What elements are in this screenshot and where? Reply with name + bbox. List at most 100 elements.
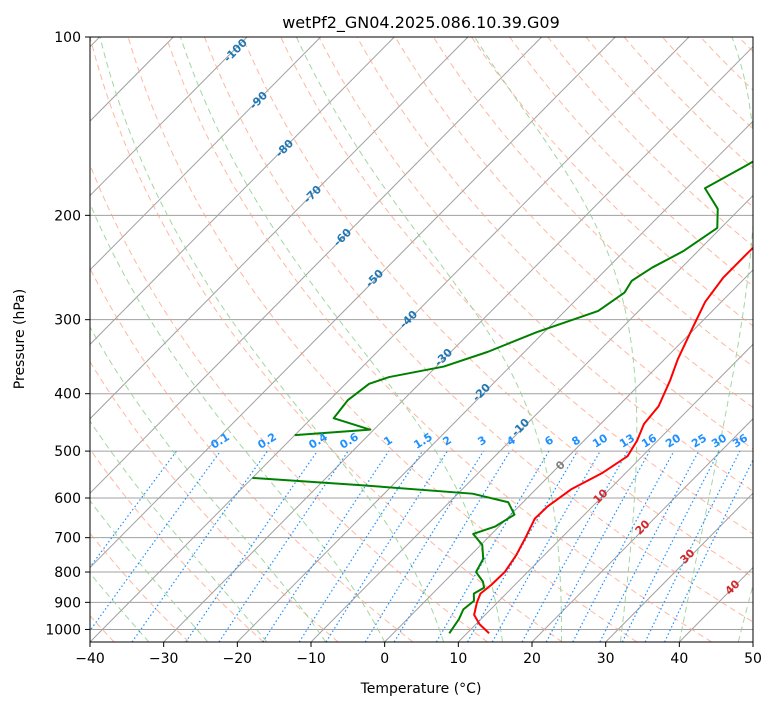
mixing-ratio-label: 10 [590, 431, 610, 450]
mixing-ratio-line [491, 450, 601, 642]
moist-adiabat-line [90, 326, 327, 642]
mixing-ratio-line [621, 450, 720, 642]
y-tick-label: 1000 [45, 622, 81, 638]
dry-adiabat-line [127, 37, 638, 642]
dry-adiabat-label: 10 [591, 486, 611, 506]
dewpoint-profile [252, 476, 516, 634]
dry-adiabat-line [165, 37, 712, 642]
mixing-ratio-label: 0.1 [208, 430, 231, 451]
isotherm-line [236, 120, 753, 642]
dewpoint-profile [294, 160, 753, 437]
mixing-ratio-line [131, 450, 268, 642]
dry-adiabat-line [394, 37, 753, 409]
isotherm-line [90, 37, 248, 197]
dry-adiabat-line [547, 37, 753, 247]
grid-lines [90, 37, 753, 642]
mixing-ratio-label: 0.2 [255, 430, 278, 451]
mixing-ratio-label: 3 [475, 433, 488, 448]
dry-adiabat-line [90, 267, 414, 642]
dry-adiabat-label: 20 [633, 517, 653, 537]
isotherm-line [310, 194, 753, 642]
dry-adiabat-line [509, 37, 753, 287]
moist-adiabat-line [90, 499, 209, 642]
x-tick-label: −40 [75, 651, 105, 667]
mixing-ratio-label: 2 [440, 433, 453, 448]
x-tick-label: −10 [296, 651, 326, 667]
moist-adiabat-line [295, 37, 562, 642]
moist-adiabat-line [90, 420, 268, 642]
series-layer [252, 160, 753, 635]
dry-adiabat-line [90, 448, 264, 642]
curve-labels: 0.1 0.2 0.4 0.6 1 1.5 2 3 4 6 8 10 13 16 20 25 30 36-100-… [208, 36, 750, 598]
isotherm-label: -90 [247, 89, 270, 112]
isotherm-label: -10 [509, 416, 532, 439]
dry-adiabat-line [432, 37, 753, 368]
x-axis-title: Temperature (°C) [360, 681, 482, 697]
mixing-ratio-label: 1.5 [411, 430, 434, 451]
isotherm-line [384, 269, 753, 642]
x-tick-label: 30 [597, 651, 615, 667]
y-tick-label: 200 [54, 208, 81, 224]
moist-adiabat-line [179, 37, 504, 642]
isotherm-line [163, 46, 753, 642]
x-tick-label: 50 [744, 651, 762, 667]
isotherm-label: -20 [470, 381, 493, 404]
y-tick-label: 400 [54, 387, 81, 403]
mixing-ratio-line [664, 458, 753, 642]
x-tick-label: −30 [149, 651, 179, 667]
isotherm-line [90, 37, 321, 271]
dry-adiabat-line [90, 360, 339, 642]
dry-adiabat-line [356, 37, 753, 450]
y-tick-label: 300 [54, 313, 81, 329]
y-axis: 100 200 300 400 500 600 700 800 900 1000 [45, 30, 90, 638]
isotherm-line [90, 37, 616, 569]
isotherm-line [531, 418, 753, 642]
moist-adiabat-line [678, 37, 753, 642]
mixing-ratio-line [325, 450, 448, 642]
mixing-ratio-label: 1 [381, 433, 394, 448]
moist-adiabat-label: 0 [553, 458, 568, 473]
mixing-ratio-line [545, 450, 651, 642]
plot-frame [89, 36, 754, 643]
isotherm-line [90, 37, 542, 494]
moist-adiabat-line [99, 37, 445, 642]
mixing-ratio-line [90, 450, 178, 569]
mixing-ratio-line [599, 450, 700, 642]
y-tick-label: 600 [54, 491, 81, 507]
dry-adiabat-line [738, 37, 753, 53]
mixing-ratio-line [262, 450, 390, 642]
dry-adiabat-line [471, 37, 753, 327]
y-tick-label: 500 [54, 444, 81, 460]
x-tick-label: 20 [523, 651, 541, 667]
mixing-ratio-label: 16 [639, 431, 659, 450]
dry-adiabat-line [90, 163, 488, 642]
dry-adiabat-line [280, 37, 753, 535]
mixing-ratio-label: 8 [569, 433, 582, 448]
x-axis: −40 −30 −20 −10 0 10 20 30 40 50 [75, 642, 762, 667]
mixing-ratio-label: 36 [730, 431, 750, 450]
mixing-ratio-label: 6 [542, 433, 556, 448]
isotherm-line [90, 37, 395, 346]
isotherm-line [90, 37, 469, 420]
mixing-ratio-line [298, 450, 424, 642]
isotherm-line [605, 492, 753, 642]
mixing-ratio-line [521, 450, 629, 642]
x-tick-label: 10 [449, 651, 467, 667]
mixing-ratio-label: 13 [617, 431, 637, 450]
mixing-ratio-line [393, 450, 511, 642]
moist-adiabat-line [90, 202, 386, 642]
mixing-ratio-label: 0.6 [337, 430, 361, 452]
mixing-ratio-label: 25 [689, 431, 709, 450]
dry-adiabat-line [318, 37, 753, 492]
y-tick-label: 100 [54, 30, 81, 46]
background-curves [90, 37, 753, 642]
dry-adiabat-line [90, 37, 563, 642]
mixing-ratio-line [185, 450, 318, 642]
isotherm-line [90, 37, 690, 642]
mixing-ratio-line [644, 450, 741, 642]
moist-adiabat-line [737, 583, 753, 642]
dry-adiabat-line [661, 37, 753, 130]
mixing-ratio-line [435, 450, 550, 642]
x-tick-label: −20 [223, 651, 253, 667]
